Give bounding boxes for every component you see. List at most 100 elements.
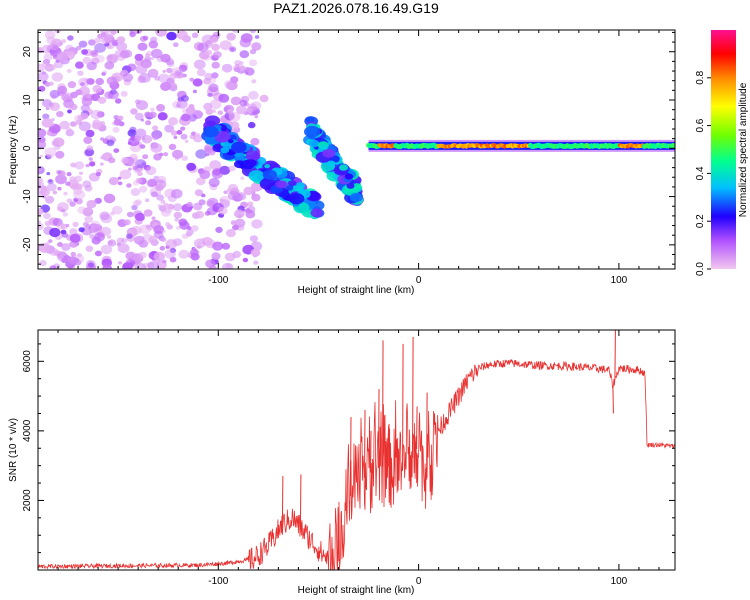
snr-spike — [382, 340, 384, 467]
heatmap-cell — [221, 63, 233, 73]
heatmap-cell — [151, 216, 156, 220]
heatmap-cell — [229, 46, 237, 53]
heatmap-cell — [95, 77, 104, 86]
heatmap-cell — [172, 149, 184, 159]
heatmap-cell — [160, 199, 166, 204]
heatmap-cell — [77, 253, 82, 258]
heatmap-cell — [178, 64, 188, 72]
heatmap-cell — [77, 206, 87, 214]
heatmap-cell — [232, 250, 241, 259]
heatmap-cell — [59, 112, 64, 116]
heatmap-cell — [117, 181, 123, 186]
heatmap-cell — [90, 93, 101, 102]
heatmap-cell — [52, 190, 58, 195]
heatmap-cell — [140, 118, 145, 122]
heatmap-cell — [49, 265, 57, 269]
heatmap-cell — [167, 203, 175, 210]
spectrogram-y-label: Frequency (Hz) — [8, 116, 19, 185]
x-tick-label: -100 — [208, 576, 228, 587]
spectrogram-x-label: Height of straight line (km) — [298, 285, 415, 296]
heatmap-cell — [74, 161, 85, 170]
heatmap-cell — [62, 212, 68, 217]
heatmap-cell — [134, 199, 142, 206]
heatmap-cell — [192, 89, 197, 94]
heatmap-cell — [44, 30, 56, 40]
heatmap-cell — [110, 30, 117, 35]
heatmap-cell — [213, 51, 222, 59]
heatmap-cell — [61, 93, 70, 101]
heatmap-cell — [181, 155, 188, 161]
heatmap-cell — [225, 263, 232, 269]
heatmap-cell — [94, 250, 102, 257]
heatmap-cell — [97, 96, 107, 104]
heatmap-cell — [176, 99, 188, 109]
heatmap-cell — [234, 153, 241, 158]
heatmap-cell — [208, 149, 216, 156]
heatmap-cell — [250, 248, 261, 257]
heatmap-cell — [66, 172, 72, 177]
heatmap-cell — [190, 225, 199, 232]
snr-spike — [614, 330, 616, 380]
heatmap-cell — [110, 88, 117, 95]
spectrogram-x-axis: -100 0 100 — [37, 30, 660, 286]
heatmap-cell — [346, 183, 355, 189]
heatmap-cell — [135, 64, 148, 74]
heatmap-cell — [174, 70, 182, 76]
heatmap-cell — [310, 208, 323, 218]
heatmap-cell — [161, 229, 166, 233]
heatmap-cell — [41, 61, 49, 67]
heatmap-cell — [122, 73, 134, 82]
heatmap-cell — [259, 94, 269, 103]
heatmap-cell — [47, 179, 54, 185]
heatmap-cell — [212, 241, 224, 251]
colorbar: 0.0 0.2 0.4 0.6 0.8 Normalized spectral ampl… — [695, 30, 749, 276]
heatmap-cell — [138, 72, 151, 83]
x-tick-label: 100 — [611, 275, 628, 286]
heatmap-cell — [339, 164, 348, 171]
heatmap-cell — [104, 61, 115, 70]
heatmap-cell — [90, 109, 103, 120]
heatmap-cell — [43, 53, 53, 61]
heatmap-cell — [43, 58, 50, 65]
heatmap-cell — [117, 176, 122, 180]
colorbar-tick-label: 0.4 — [695, 166, 706, 180]
heatmap-cell — [38, 208, 44, 216]
heatmap-cell — [103, 193, 116, 204]
heatmap-cell — [135, 177, 143, 184]
heatmap-cell — [170, 67, 183, 77]
heatmap-cell — [174, 218, 179, 222]
heatmap-cell — [143, 209, 153, 217]
heatmap-cell — [89, 234, 95, 239]
heatmap-cell — [164, 124, 175, 133]
heatmap-cell — [208, 83, 219, 93]
heatmap-cell — [92, 122, 101, 130]
heatmap-cell — [251, 101, 262, 110]
heatmap-cell — [227, 139, 234, 144]
heatmap-cell — [245, 210, 256, 219]
heatmap-cell — [55, 150, 65, 159]
heatmap-cell — [79, 171, 83, 175]
heatmap-cell — [344, 173, 354, 180]
heatmap-cell — [186, 162, 197, 171]
heatmap-cell — [155, 30, 167, 37]
heatmap-cell — [221, 242, 231, 250]
heatmap-cell — [107, 239, 117, 247]
heatmap-cell — [206, 200, 215, 208]
heatmap-cell — [57, 186, 62, 191]
heatmap-cell — [120, 90, 128, 97]
heatmap-cell — [160, 208, 172, 217]
heatmap-cell — [51, 140, 59, 147]
heatmap-cell — [247, 201, 254, 207]
heatmap-cell — [101, 72, 106, 76]
heatmap-cell — [169, 256, 177, 263]
heatmap-cell — [201, 194, 206, 198]
spectrogram-frame — [37, 29, 676, 270]
heatmap-cell — [85, 223, 90, 227]
heatmap-cell — [95, 171, 101, 177]
heatmap-cell — [190, 252, 200, 261]
carrier-cell — [672, 143, 675, 149]
heatmap-cell — [224, 80, 235, 89]
x-tick-label: 100 — [611, 576, 628, 587]
heatmap-cell — [327, 160, 336, 167]
heatmap-cell — [254, 115, 259, 119]
